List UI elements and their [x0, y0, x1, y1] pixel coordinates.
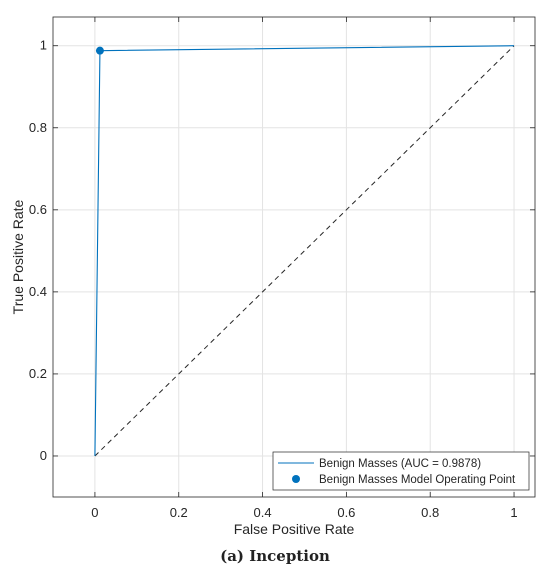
legend-label-operating-point: Benign Masses Model Operating Point [319, 474, 516, 486]
x-tick-label: 0.4 [254, 505, 272, 520]
reference-line [94, 45, 515, 457]
chance-diagonal-line [94, 45, 515, 457]
y-axis-title: True Positive Rate [10, 199, 26, 314]
x-tick-label: 1 [510, 505, 517, 520]
figure-caption: (a) Inception [220, 547, 330, 565]
plot-frame [52, 16, 536, 498]
y-tick-labels: 0 0.2 0.4 0.6 0.8 1 [29, 38, 47, 463]
x-tick-label: 0.2 [170, 505, 188, 520]
y-tick-label: 0 [40, 448, 47, 463]
y-tick-label: 0.6 [29, 202, 47, 217]
x-tick-labels: 0 0.2 0.4 0.6 0.8 1 [91, 505, 517, 520]
x-tick-label: 0.8 [421, 505, 439, 520]
x-tick-label: 0 [91, 505, 98, 520]
legend: Benign Masses (AUC = 0.9878) Benign Mass… [272, 451, 530, 491]
x-tick-label: 0.6 [337, 505, 355, 520]
legend-marker-swatch [292, 475, 300, 483]
axis-ticks [53, 17, 535, 497]
operating-point-marker [95, 46, 104, 55]
legend-box [272, 451, 530, 491]
y-tick-label: 0.8 [29, 120, 47, 135]
x-axis-title: False Positive Rate [234, 521, 355, 537]
y-tick-label: 0.2 [29, 366, 47, 381]
roc-series [94, 45, 515, 456]
y-tick-label: 0.4 [29, 284, 47, 299]
legend-label-roc: Benign Masses (AUC = 0.9878) [319, 458, 481, 470]
grid-lines [53, 17, 535, 497]
y-tick-label: 1 [40, 38, 47, 53]
plot-area [53, 17, 535, 497]
